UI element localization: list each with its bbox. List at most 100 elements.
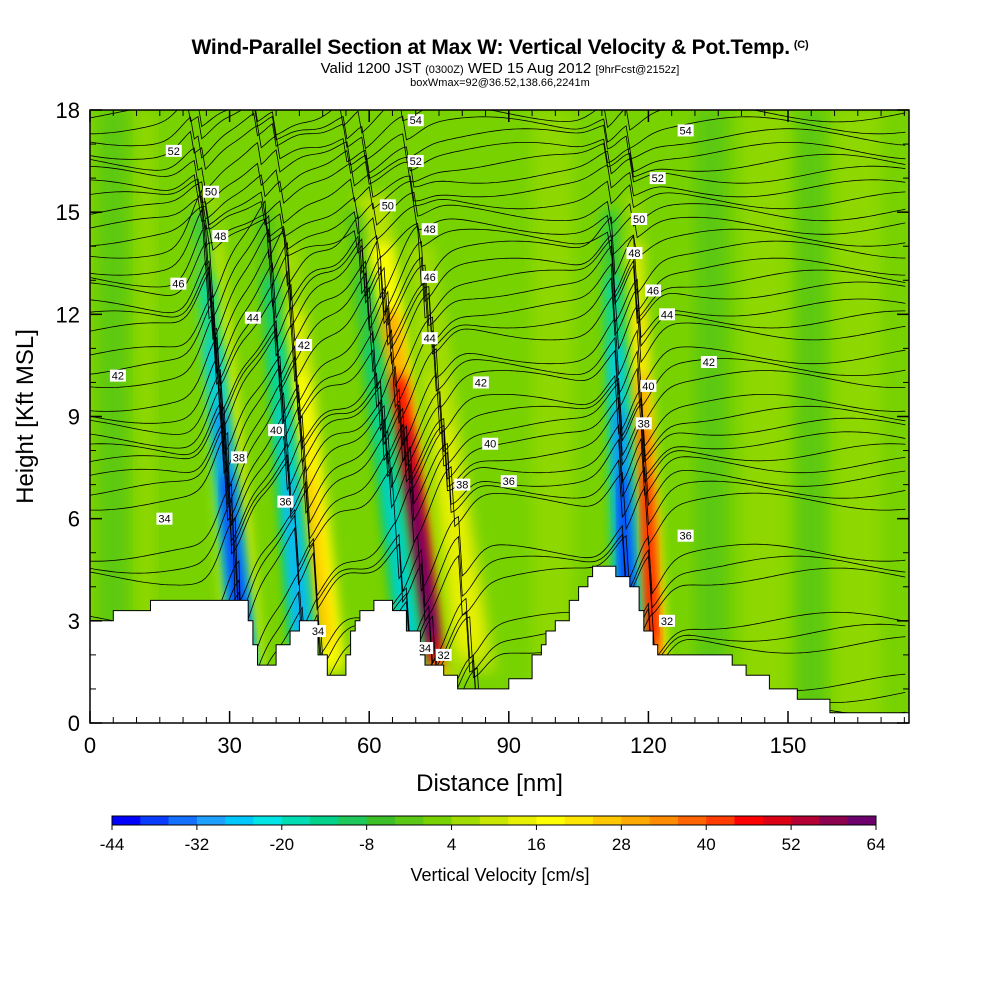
contour-label-box	[296, 338, 313, 351]
colorbar-swatch	[593, 816, 622, 825]
valid-time: Valid 1200 JST	[320, 60, 421, 77]
weak-downdraft-band	[797, 110, 826, 723]
theta-contour	[90, 336, 906, 455]
contour-label: 42	[298, 340, 310, 352]
colorbar-tick-label: 64	[867, 835, 886, 854]
contour-label-box	[310, 625, 327, 638]
contour-label-box	[677, 529, 694, 542]
contour-label-box	[635, 417, 652, 430]
colorbar: -44 -32 -20 -8 4 16 28 40 52 64 Vertical Velocity …	[100, 815, 886, 885]
contour-label: 40	[484, 439, 496, 451]
contour-label-box	[417, 642, 434, 655]
y-axis-label: Height [Kft MSL]	[12, 329, 39, 504]
contour-label-box	[230, 451, 247, 464]
contour-label-box	[277, 495, 294, 508]
contour-label-box	[659, 308, 676, 321]
colorbar-tick-label: -8	[359, 835, 374, 854]
x-tick-label: 60	[357, 733, 381, 758]
contour-label-box	[156, 512, 173, 525]
theta-contour	[90, 372, 906, 491]
y-tick-label: 0	[68, 711, 80, 736]
theta-contour	[90, 356, 906, 474]
contour-label: 48	[214, 231, 226, 243]
theta-contour	[90, 300, 906, 420]
colorbar-tick-label: 4	[447, 835, 456, 854]
contour-label-box	[640, 379, 657, 392]
theta-contour	[90, 314, 906, 429]
contour-label: 44	[247, 313, 259, 325]
contour-label: 36	[680, 531, 692, 543]
colorbar-swatch	[310, 816, 339, 825]
weak-updraft-band	[136, 110, 156, 723]
colorbar-swatch	[819, 816, 849, 825]
colorbar-swatch	[423, 816, 453, 825]
colorbar-title: Vertical Velocity [cm/s]	[410, 865, 589, 885]
theta-contour	[90, 224, 906, 341]
colorbar-swatch	[112, 816, 141, 825]
contour-label-box	[268, 424, 285, 437]
y-tick-label: 3	[68, 609, 80, 634]
colorbar-swatch	[564, 816, 594, 825]
theta-contour	[90, 141, 906, 191]
colorbar-tick-label: 52	[782, 835, 801, 854]
colorbar-swatch	[281, 816, 311, 825]
theta-contour	[90, 124, 906, 174]
chart-subtitle: Valid 1200 JST (0300Z) WED 15 Aug 2012 […	[0, 60, 1000, 77]
theta-contour	[90, 149, 906, 206]
y-tick-label: 15	[56, 200, 80, 225]
contour-label: 38	[456, 480, 468, 492]
terrain	[90, 565, 909, 723]
contour-label-box	[244, 311, 261, 324]
contour-label: 52	[410, 156, 422, 168]
colorbar-border	[111, 815, 877, 826]
contour-label-box	[407, 155, 424, 168]
contour-label: 42	[475, 377, 487, 389]
theta-contour	[90, 162, 906, 220]
contour-label: 50	[205, 187, 217, 199]
colorbar-swatch	[479, 816, 509, 825]
contour-label-box	[626, 247, 643, 260]
contour-label-box	[421, 332, 438, 345]
contour-label-box	[631, 212, 648, 225]
weak-updraft-band	[834, 110, 882, 723]
contour-label: 34	[419, 643, 431, 655]
theta-contour	[90, 401, 906, 522]
colorbar-swatch	[706, 816, 736, 825]
theta-contour	[90, 560, 906, 683]
contour-label-box	[170, 277, 187, 290]
contour-label: 36	[503, 476, 515, 488]
contour-label: 46	[424, 272, 436, 284]
colorbar-swatch	[394, 816, 424, 825]
boxwmax-info: boxWmax=92@36.52,138.66,2241m	[410, 77, 590, 89]
colorbar-tick-label: 16	[527, 835, 546, 854]
terrain-fill	[90, 565, 909, 723]
y-tick-label: 12	[56, 302, 80, 327]
colorbar-swatch	[649, 816, 679, 825]
contour-label: 50	[633, 214, 645, 226]
theta-contour	[90, 260, 906, 374]
contour-label: 40	[270, 425, 282, 437]
theta-contour	[90, 499, 906, 619]
colorbar-swatch	[621, 816, 651, 825]
colorbar-swatch	[338, 816, 368, 825]
x-tick-label: 90	[497, 733, 521, 758]
contour-label: 48	[628, 248, 640, 260]
y-tick-label: 6	[68, 507, 80, 532]
colorbar-swatch	[225, 816, 254, 825]
contour-label: 32	[438, 650, 450, 662]
colorbar-swatch	[253, 816, 283, 825]
contour-label-box	[421, 223, 438, 236]
contour-label: 54	[410, 115, 422, 127]
contour-label-box	[500, 475, 517, 488]
colorbar-swatch	[791, 816, 820, 825]
valid-zulu: (0300Z)	[425, 64, 464, 76]
x-axis-label: Distance [nm]	[416, 770, 563, 797]
contour-label: 52	[652, 173, 664, 185]
contour-label-box	[659, 614, 676, 627]
contour-label-box	[379, 199, 396, 212]
title-mark: (C)	[793, 39, 809, 51]
colorbar-swatch	[366, 816, 396, 825]
chart-title: Wind-Parallel Section at Max W: Vertical…	[191, 36, 809, 59]
contour-label: 52	[168, 146, 180, 158]
